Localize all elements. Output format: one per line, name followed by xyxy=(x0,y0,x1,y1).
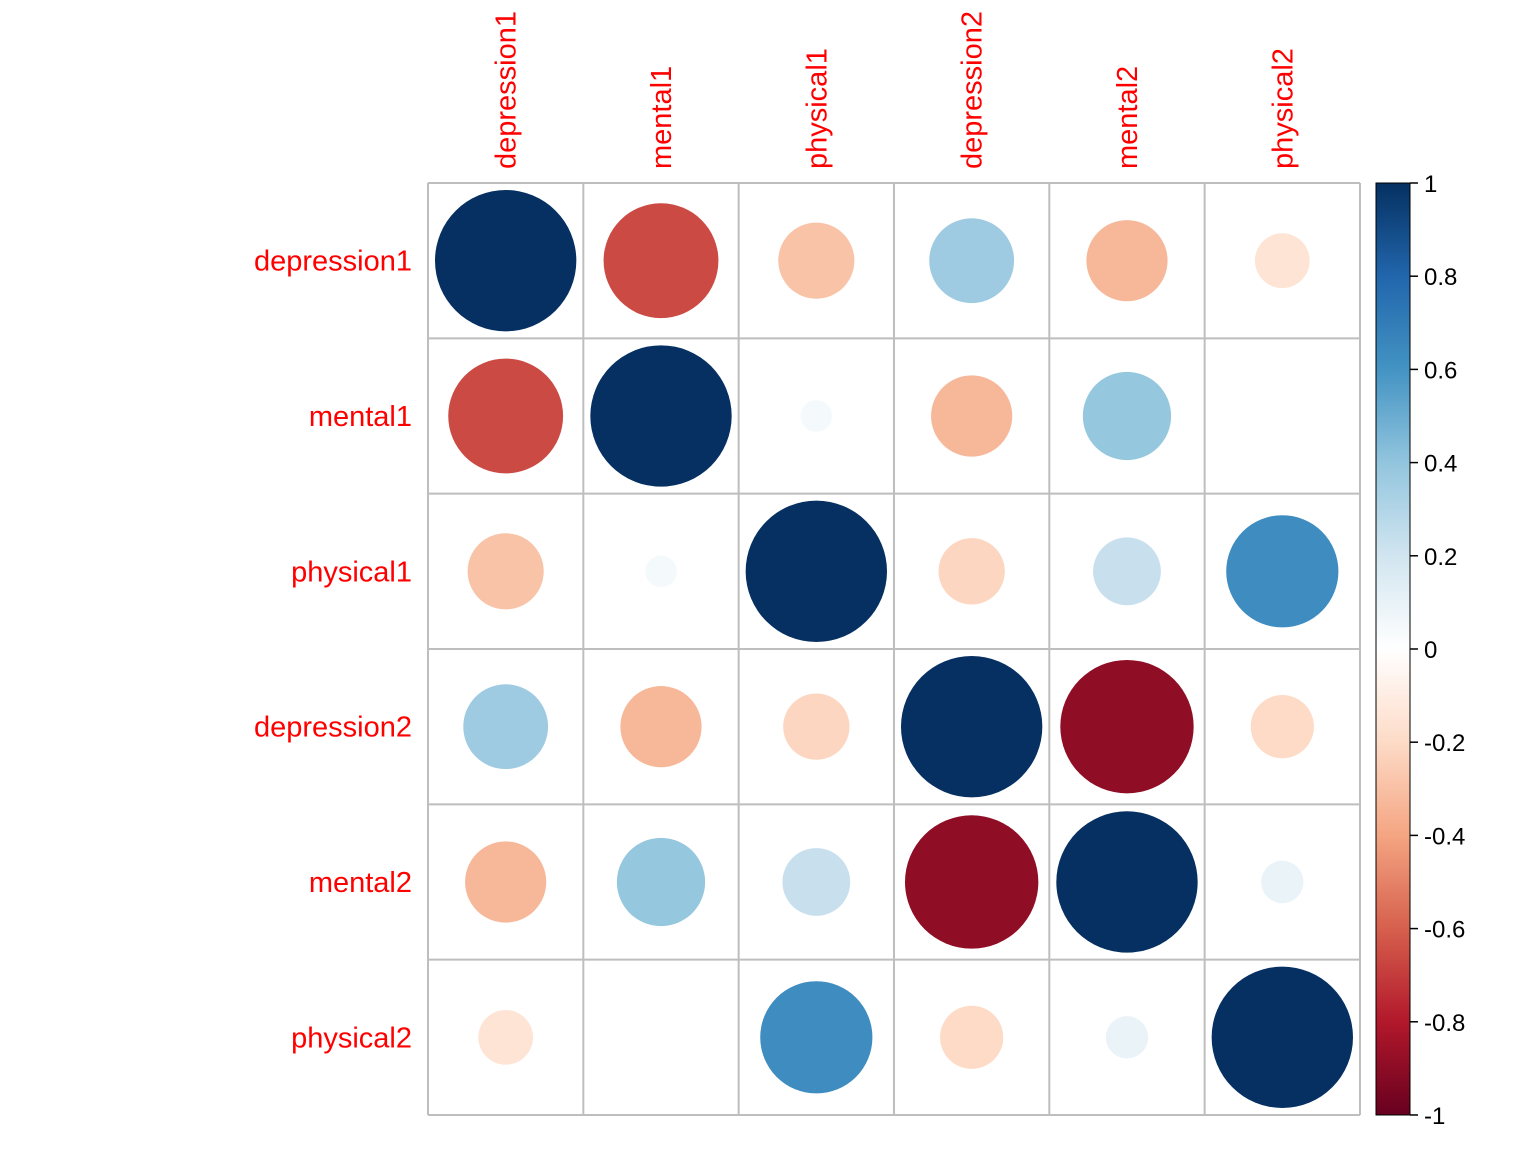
col-label-mental1: mental1 xyxy=(646,66,678,169)
col-label-depression2: depression2 xyxy=(957,11,989,169)
corr-circle-depression1-depression1 xyxy=(434,189,577,332)
column-labels: depression1 mental1 physical1 depression2 me… xyxy=(491,11,1300,169)
colorbar-tick-label: -1 xyxy=(1424,1103,1445,1130)
corr-circle-depression2-mental1 xyxy=(620,686,702,768)
corr-circle-physical2-physical1 xyxy=(760,981,873,1094)
colorbar-tick-label: -0.6 xyxy=(1424,917,1465,944)
corr-circle-physical1-physical1 xyxy=(745,500,888,643)
matrix-grid xyxy=(427,182,1361,1116)
corr-circle-physical2-depression1 xyxy=(478,1009,534,1065)
colorbar-tick-label: 0.4 xyxy=(1424,451,1457,478)
colorbar-tick-label: 0.8 xyxy=(1424,264,1457,291)
corr-circle-mental2-mental2 xyxy=(1056,811,1198,953)
corr-circle-depression2-physical1 xyxy=(783,693,850,760)
colorbar: 1 0.8 0.6 0.4 0.2 0 -0.2 -0.4 -0.6 -0.8 -1 xyxy=(1375,171,1465,1130)
colorbar-tick-label: 0.2 xyxy=(1424,544,1457,571)
corr-circle-mental2-physical1 xyxy=(782,848,851,916)
corr-circle-physical1-physical2 xyxy=(1226,515,1339,628)
row-label-mental1: mental1 xyxy=(309,401,412,433)
corr-circle-depression2-physical2 xyxy=(1250,695,1314,759)
corr-circle-physical2-depression2 xyxy=(940,1005,1004,1069)
corr-circle-physical1-depression2 xyxy=(938,538,1005,605)
corr-circle-mental2-physical2 xyxy=(1261,860,1304,904)
colorbar-gradient xyxy=(1376,183,1410,1115)
corr-circle-physical1-depression1 xyxy=(467,533,544,610)
corr-circle-depression2-mental2 xyxy=(1060,659,1194,794)
corr-circle-depression2-depression1 xyxy=(463,684,549,770)
colorbar-tick-label: 0 xyxy=(1424,637,1437,664)
corr-circle-mental2-depression2 xyxy=(904,815,1039,949)
row-label-mental2: mental2 xyxy=(309,867,412,899)
colorbar-tick-label: 0.6 xyxy=(1424,357,1457,384)
colorbar-tick-label: -0.2 xyxy=(1424,730,1465,757)
col-label-mental2: mental2 xyxy=(1112,66,1144,169)
corr-circle-mental1-depression2 xyxy=(931,375,1013,457)
col-label-depression1: depression1 xyxy=(491,11,523,169)
row-label-physical2: physical2 xyxy=(291,1022,412,1054)
corr-circle-mental1-physical1 xyxy=(800,400,833,432)
corr-circle-physical2-physical2 xyxy=(1211,966,1353,1108)
col-label-physical2: physical2 xyxy=(1267,48,1299,169)
corr-circle-mental1-mental1 xyxy=(590,345,732,487)
colorbar-tick-label: -0.4 xyxy=(1424,823,1465,850)
corr-circle-physical1-mental2 xyxy=(1093,537,1161,606)
corr-circle-physical1-mental1 xyxy=(645,555,677,588)
corr-circle-depression1-physical2 xyxy=(1254,233,1310,289)
corr-circle-mental1-mental2 xyxy=(1082,371,1172,461)
correlation-circles xyxy=(434,189,1353,1108)
row-label-depression2: depression2 xyxy=(254,712,412,744)
row-label-depression1: depression1 xyxy=(254,246,412,278)
corr-circle-mental2-depression1 xyxy=(465,841,547,923)
corr-circle-depression1-mental1 xyxy=(603,203,719,319)
corr-circle-mental1-depression1 xyxy=(448,358,564,474)
corr-circle-mental2-mental1 xyxy=(616,837,706,927)
colorbar-tick-label: -0.8 xyxy=(1424,1010,1465,1037)
corr-circle-depression2-depression2 xyxy=(900,655,1043,798)
corr-circle-physical2-mental2 xyxy=(1105,1016,1149,1059)
corr-circle-depression1-depression2 xyxy=(929,218,1015,304)
row-labels: depression1 mental1 physical1 depression2 me… xyxy=(254,246,412,1055)
corr-circle-depression1-physical1 xyxy=(778,222,855,299)
corr-circle-depression1-mental2 xyxy=(1086,220,1168,302)
row-label-physical1: physical1 xyxy=(291,556,412,588)
col-label-physical1: physical1 xyxy=(801,48,833,169)
colorbar-tick-label: 1 xyxy=(1424,171,1437,198)
